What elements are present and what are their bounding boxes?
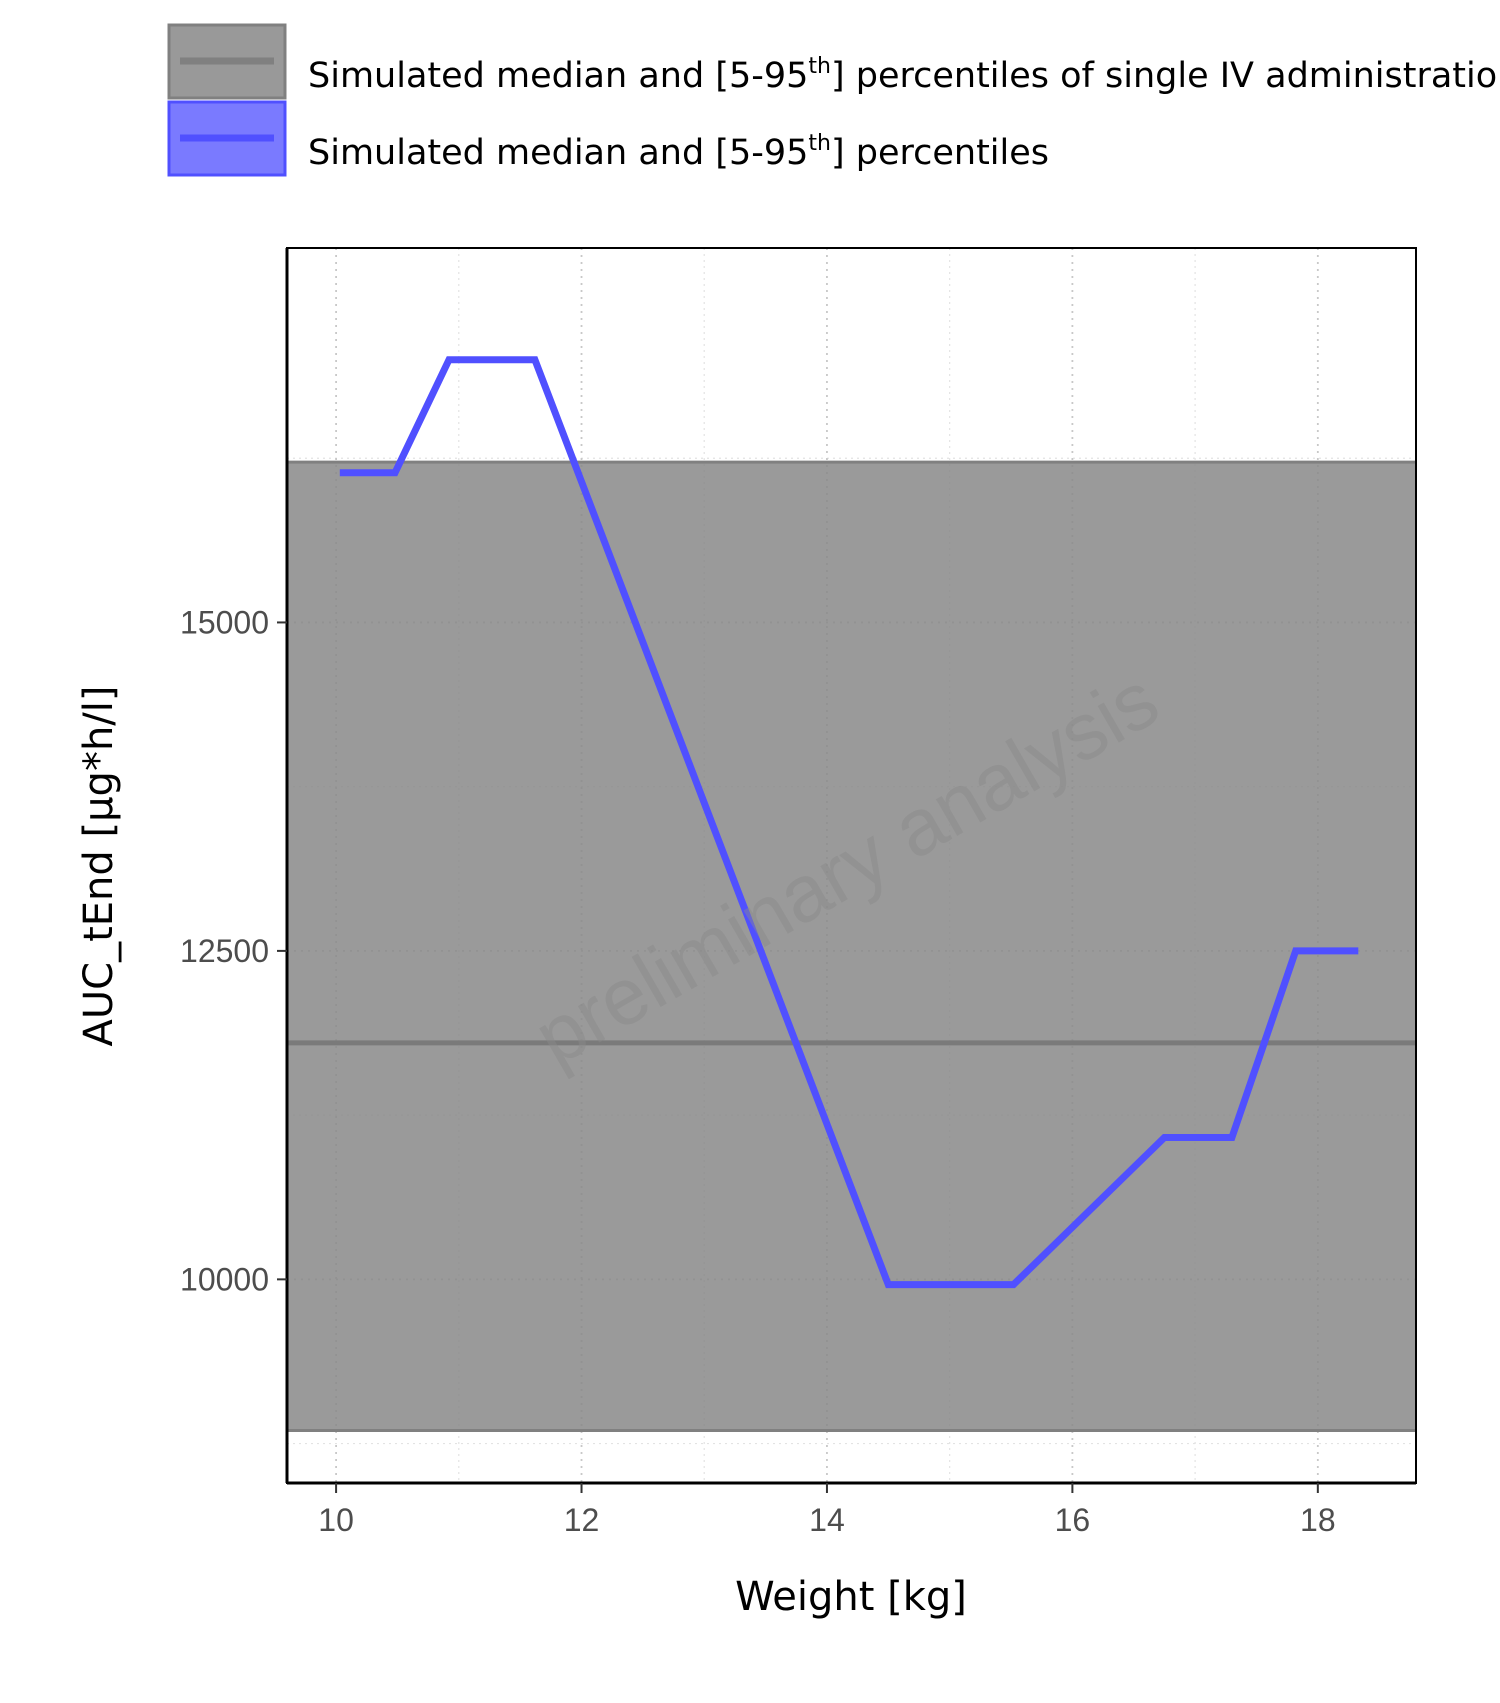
y-tick-label: 15000 — [180, 604, 269, 640]
y-tick-label: 10000 — [180, 1261, 269, 1297]
series-group — [339, 356, 1359, 1289]
y-tick-label: 12500 — [180, 933, 269, 969]
legend-item-single-iv: Simulated median and [5-95th] percentile… — [167, 23, 1500, 100]
axis-ticks: 10 12 14 16 18 10000 12500 15000 — [180, 604, 1336, 1538]
reference-band-group — [287, 460, 1416, 1432]
x-tick-label: 18 — [1300, 1502, 1336, 1538]
x-tick-label: 12 — [564, 1502, 600, 1538]
x-axis-title: Weight [kg] — [735, 1574, 967, 1620]
y-axis-title: AUC_tEnd [µg*h/l] — [76, 686, 122, 1047]
legend: Simulated median and [5-95th] percentile… — [167, 23, 1500, 177]
plot-area: preliminary analysis 10 12 14 16 18100001250… — [180, 247, 1417, 1538]
legend-label-single-iv: Simulated median and [5-95th] percentile… — [308, 54, 1500, 96]
legend-item-percentiles: Simulated median and [5-95th] percentile… — [167, 100, 1049, 177]
legend-label-percentiles: Simulated median and [5-95th] percentile… — [308, 131, 1049, 173]
x-tick-label: 16 — [1055, 1502, 1091, 1538]
x-tick-label: 10 — [318, 1502, 354, 1538]
reference-band — [287, 462, 1416, 1431]
x-tick-label: 14 — [809, 1502, 845, 1538]
series-line — [339, 356, 1359, 1289]
